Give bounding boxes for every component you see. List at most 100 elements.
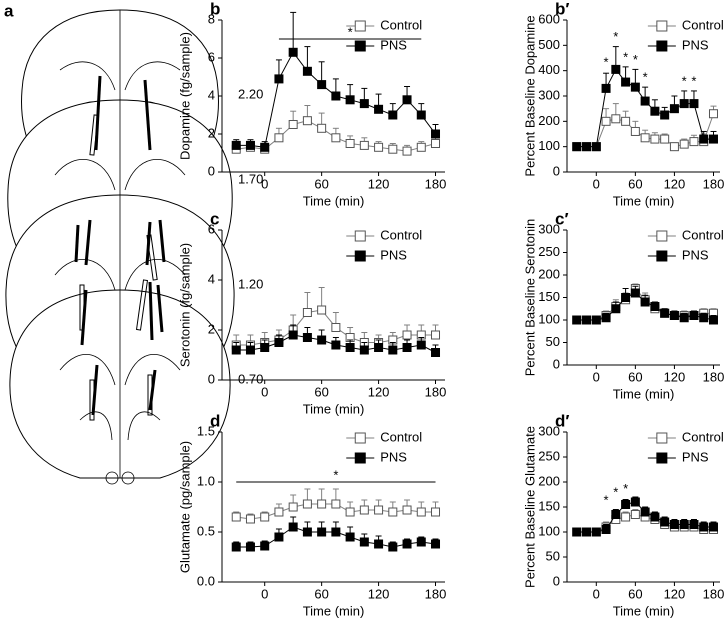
marker (582, 527, 592, 537)
marker (274, 74, 284, 84)
x-axis-label: Time (min) (613, 603, 675, 618)
marker (260, 512, 270, 522)
marker (660, 517, 670, 527)
x-tick-label: 0 (261, 586, 268, 601)
marker (302, 527, 312, 537)
y-tick-label: 150 (538, 498, 560, 513)
legend-label: PNS (682, 247, 709, 262)
panel-label: a (4, 1, 14, 20)
marker (650, 512, 660, 522)
x-axis-label: Time (min) (303, 401, 365, 416)
marker (591, 527, 601, 537)
marker (650, 106, 660, 116)
x-tick-label: 60 (314, 176, 328, 191)
x-tick-label: 180 (425, 586, 447, 601)
legend-marker (354, 230, 366, 242)
significance-star: * (682, 74, 687, 89)
x-tick-label: 120 (664, 369, 686, 384)
marker (699, 522, 709, 532)
significance-star: * (623, 481, 628, 496)
marker (245, 514, 255, 524)
y-tick-label: 50 (546, 334, 560, 349)
x-tick-label: 120 (368, 384, 390, 399)
marker (374, 505, 384, 515)
legend-label: Control (682, 17, 724, 32)
x-tick-label: 120 (664, 176, 686, 191)
marker (388, 542, 398, 552)
marker (621, 512, 631, 522)
x-tick-label: 0 (261, 384, 268, 399)
marker (679, 99, 689, 109)
legend-marker (354, 432, 366, 444)
marker (431, 129, 441, 139)
marker (317, 123, 327, 133)
marker (388, 110, 398, 120)
marker (317, 305, 327, 315)
legend-marker (354, 250, 366, 262)
marker (601, 83, 611, 93)
x-tick-label: 0 (261, 176, 268, 191)
y-axis-label: Dopamine (fg/sample) (177, 32, 192, 160)
marker (699, 313, 709, 323)
marker (317, 80, 327, 90)
y-axis-label: Percent Baseline Glutamate (522, 426, 537, 588)
marker (621, 116, 631, 126)
marker (416, 507, 426, 517)
y-tick-label: 100 (538, 138, 560, 153)
marker (591, 315, 601, 325)
y-tick-label: 1.0 (197, 473, 215, 488)
x-tick-label: 180 (703, 369, 725, 384)
marker (601, 116, 611, 126)
marker (611, 64, 621, 74)
marker (302, 499, 312, 509)
y-tick-label: 0.5 (197, 523, 215, 538)
y-tick-label: 0 (208, 163, 215, 178)
legend-marker (656, 40, 668, 52)
marker (601, 525, 611, 534)
marker (274, 532, 284, 542)
marker (288, 502, 298, 512)
y-tick-label: 1.5 (197, 423, 215, 438)
marker (359, 99, 369, 109)
marker (689, 311, 699, 320)
legend-label: PNS (380, 247, 407, 262)
legend-marker (656, 230, 668, 242)
x-tick-label: 120 (368, 176, 390, 191)
marker (660, 134, 670, 144)
marker (231, 140, 241, 150)
marker (708, 522, 718, 532)
marker (359, 537, 369, 547)
x-tick-label: 60 (628, 369, 642, 384)
marker (331, 340, 341, 350)
x-tick-label: 180 (425, 384, 447, 399)
legend-label: Control (380, 227, 422, 242)
marker (669, 104, 679, 114)
marker (331, 499, 341, 509)
panel-label: d′ (555, 411, 569, 430)
marker (431, 507, 441, 517)
marker (591, 142, 601, 152)
y-tick-label: 50 (546, 548, 560, 563)
legend-label: PNS (380, 37, 407, 52)
legend-label: PNS (682, 449, 709, 464)
marker (402, 95, 412, 105)
panel-label: b (210, 0, 220, 18)
x-tick-label: 0 (593, 176, 600, 191)
significance-star: * (613, 484, 618, 499)
marker (582, 315, 592, 325)
significance-star: * (633, 52, 638, 67)
marker (640, 133, 650, 143)
panel-label: d (210, 411, 220, 430)
marker (582, 142, 592, 152)
marker (345, 507, 355, 517)
y-tick-label: 0 (553, 573, 560, 588)
marker (650, 134, 660, 144)
significance-star: * (643, 70, 648, 85)
y-tick-label: 6 (208, 221, 215, 236)
marker (708, 109, 718, 119)
x-tick-label: 60 (314, 586, 328, 601)
x-tick-label: 0 (593, 369, 600, 384)
marker (402, 505, 412, 515)
x-tick-label: 60 (628, 176, 642, 191)
